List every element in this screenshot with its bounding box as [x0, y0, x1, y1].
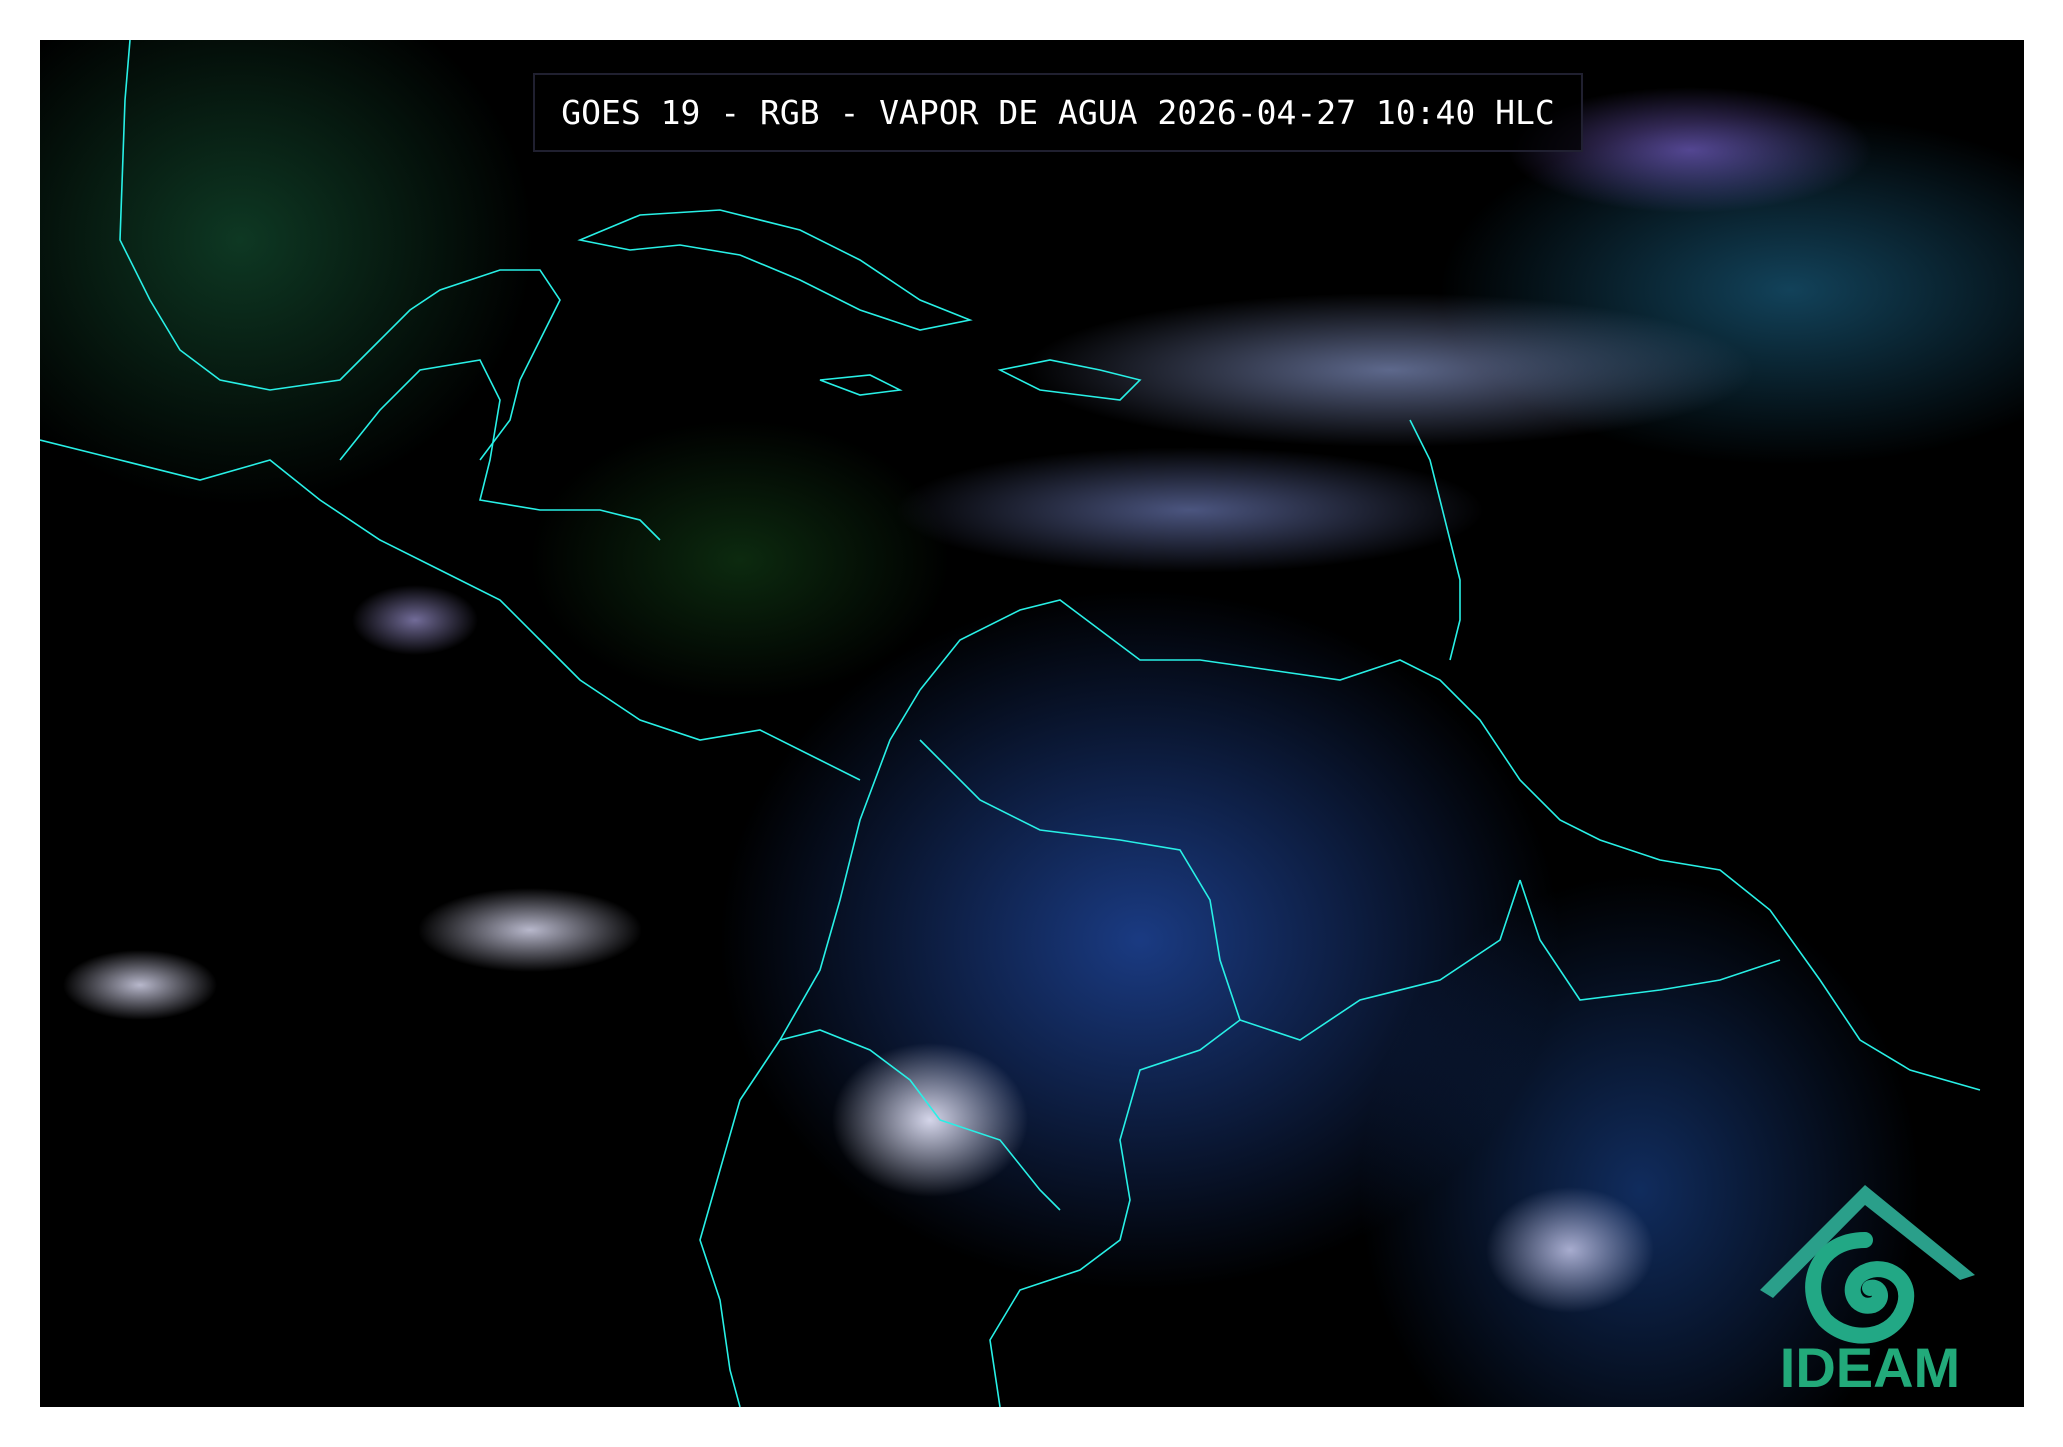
colombia-border	[919, 739, 1241, 1407]
ideam-logo-text: IDEAM	[1779, 1336, 1961, 1399]
jamaica-coast	[819, 374, 903, 396]
venezuela-border	[1239, 879, 1521, 1041]
ideam-logo-icon	[1760, 1185, 1975, 1344]
image-title: GOES 19 - RGB - VAPOR DE AGUA 2026-04-27…	[561, 93, 1555, 132]
ecuador-peru-border	[779, 1029, 1061, 1211]
yucatan	[339, 359, 661, 541]
cuba-coast	[577, 209, 973, 331]
south-america-west	[699, 689, 921, 1407]
florida-coast	[119, 40, 561, 461]
central-america	[40, 439, 861, 781]
satellite-image	[40, 40, 2024, 1407]
title-banner: GOES 19 - RGB - VAPOR DE AGUA 2026-04-27…	[533, 73, 1583, 152]
south-america-north	[919, 599, 1981, 1091]
coastline-borders	[40, 40, 1981, 1407]
lesser-antilles	[1409, 419, 1461, 661]
hispaniola-coast	[997, 359, 1142, 401]
guianas-border	[1519, 879, 1781, 1001]
